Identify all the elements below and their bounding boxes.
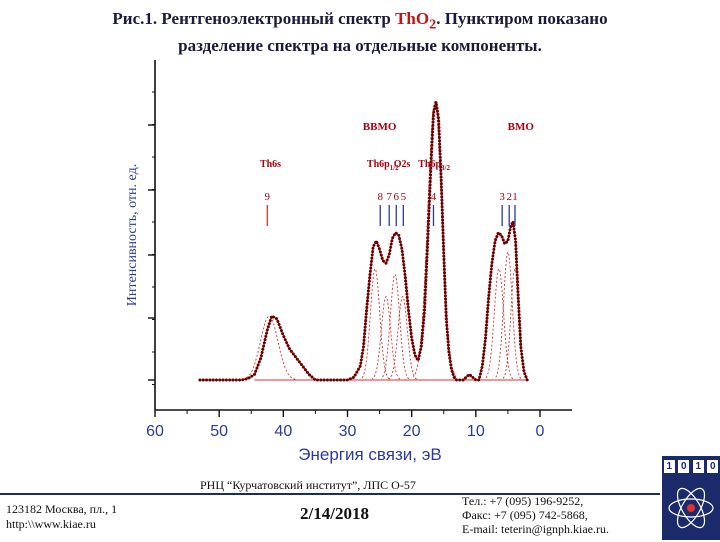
component-peak-1 xyxy=(502,268,528,380)
x-tick-label: 10 xyxy=(467,423,485,440)
email-link[interactable]: E-mail: teterin@ignph.kiae.ru. xyxy=(462,522,610,536)
contact-block: Тел.: +7 (095) 196-9252, Факс: +7 (095) … xyxy=(462,494,609,536)
component-number: 9 xyxy=(265,191,271,203)
level-label: Th6s xyxy=(260,159,281,170)
logo-digit: 0 xyxy=(707,460,719,473)
footer-divider xyxy=(0,493,660,495)
level-label: Th6p1/2 xyxy=(367,159,399,172)
component-peak-8 xyxy=(360,268,390,380)
logo-digit: 1 xyxy=(692,460,704,473)
institute-name: РНЦ “Курчатовский институт”, ЛПС О-57 xyxy=(200,478,416,492)
x-tick-label: 20 xyxy=(403,423,421,440)
component-number: 8 xyxy=(377,191,383,203)
component-peak-5 xyxy=(388,296,417,380)
level-label: Th6p3/2 xyxy=(418,159,450,172)
x-tick-label: 50 xyxy=(210,423,228,440)
logo-digit: 1 xyxy=(663,460,675,473)
footer-area xyxy=(0,472,720,540)
component-number: 7 xyxy=(386,191,392,203)
slide-date: 2/14/2018 xyxy=(300,504,369,523)
x-tick-label: 40 xyxy=(274,423,292,440)
page-title: Рис.1. Рентгеноэлектронный спектр ThO2. … xyxy=(112,9,608,56)
logo-digit: 0 xyxy=(678,460,690,473)
x-tick-label: 60 xyxy=(146,423,164,440)
level-label: O2s xyxy=(394,159,411,170)
spectrum-dots xyxy=(198,101,529,382)
component-number: 5 xyxy=(401,191,407,203)
x-tick-label: 30 xyxy=(339,423,357,440)
fax-line: Факс: +7 (095) 742-5868, xyxy=(462,508,588,522)
component-number: 6 xyxy=(394,191,400,203)
component-number: 1 xyxy=(512,191,518,203)
address-block: 123182 Москва, пл., 1 http:\\www.kiae.ru xyxy=(6,502,117,532)
component-peak-3 xyxy=(484,268,514,380)
region-label: ВВМО xyxy=(363,121,397,133)
website-link[interactable]: http:\\www.kiae.ru xyxy=(6,517,96,531)
component-peak-2 xyxy=(494,251,522,379)
atom-emblem xyxy=(668,487,714,529)
component-peak-9 xyxy=(242,315,296,380)
institute-logo: 1 0 1 0 xyxy=(662,456,720,540)
x-axis-label: Энергия связи, эВ xyxy=(298,445,441,464)
component-peak-7 xyxy=(371,296,401,380)
region-label: ВМО xyxy=(508,121,535,133)
component-number: 4 xyxy=(431,191,437,203)
component-number: 3 xyxy=(499,191,505,203)
address-line: 123182 Москва, пл., 1 xyxy=(6,502,118,516)
component-peak-4 xyxy=(413,101,457,378)
y-axis-label: Интенсивность, отн. ед. xyxy=(125,164,140,306)
x-tick-label: 0 xyxy=(536,423,545,440)
phone-line: Тел.: +7 (095) 196-9252, xyxy=(462,494,584,508)
component-number: 2 xyxy=(506,191,512,203)
component-peak-6 xyxy=(380,273,410,380)
